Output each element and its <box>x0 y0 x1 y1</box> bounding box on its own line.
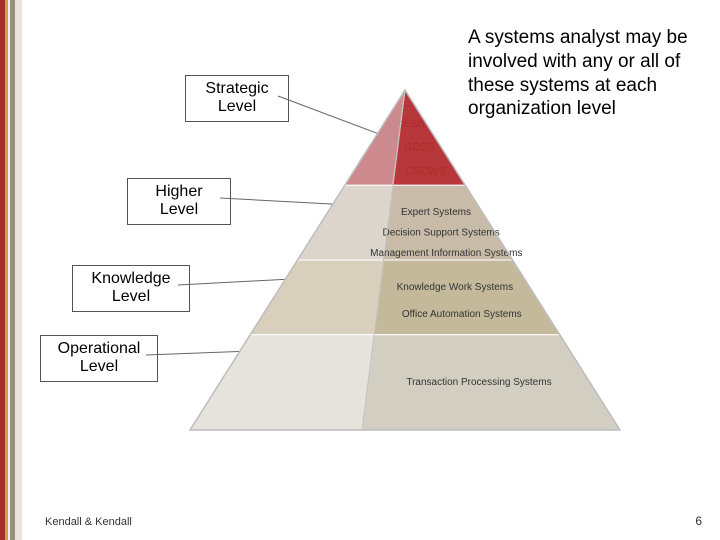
pyramid-band-left-lower-mid <box>250 260 383 335</box>
pyramid-band-label: Decision Support Systems <box>382 227 499 238</box>
pyramid-band-label: Office Automation Systems <box>402 309 522 320</box>
pyramid-band-label: CSCWS <box>405 166 446 178</box>
pyramid-band-label: GDSS <box>404 142 435 154</box>
pyramid-diagram: ESS GDSS CSCWS Expert Systems Decision Suppo… <box>0 0 720 540</box>
pyramid-band-right-lower-mid <box>374 260 560 335</box>
pyramid-band-label: Management Information Systems <box>370 248 522 259</box>
pyramid-band-label: ESS <box>403 118 425 130</box>
callout-line <box>220 198 350 205</box>
pyramid-band-label: Knowledge Work Systems <box>397 282 514 293</box>
pyramid-band-left-base <box>190 335 374 430</box>
pyramid-band-label: Expert Systems <box>401 207 471 218</box>
footer-attribution: Kendall & Kendall <box>45 516 132 528</box>
pyramid-band-label: Transaction Processing Systems <box>406 377 551 388</box>
page-number: 6 <box>695 514 702 528</box>
